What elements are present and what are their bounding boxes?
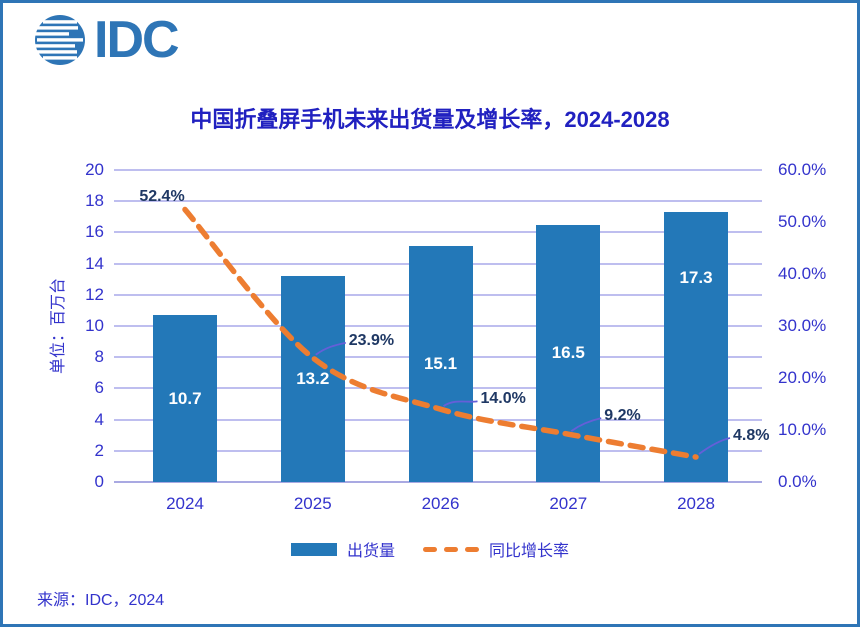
bar-value-label: 17.3	[679, 268, 713, 288]
left-axis-tick: 16	[85, 222, 104, 242]
left-axis-tick: 12	[85, 284, 104, 304]
growth-rate-label: 4.8%	[733, 427, 770, 445]
legend-bar-swatch	[290, 542, 337, 556]
right-axis-tick: 20.0%	[778, 368, 827, 387]
growth-rate-label: 23.9%	[348, 331, 395, 349]
gridline	[114, 169, 762, 171]
x-axis-label-2025: 2025	[293, 494, 332, 513]
legend-dashed-line-swatch	[423, 546, 479, 552]
bar-value-label: 13.2	[296, 369, 330, 389]
idc-logo-text: IDC	[94, 11, 180, 69]
legend-bar-label: 出货量	[346, 543, 395, 560]
bar-2028	[664, 212, 728, 482]
legend: 出货量 同比增长率	[3, 537, 857, 561]
legend-dash-icon	[465, 546, 479, 552]
idc-globe-icon	[35, 15, 85, 65]
x-axis-label-2027: 2027	[549, 494, 588, 513]
growth-rate-label: 52.4%	[139, 187, 185, 205]
legend-dash-icon	[423, 546, 437, 552]
legend-dash-icon	[444, 546, 458, 552]
left-axis-tick: 14	[85, 253, 104, 273]
source-note: 来源：IDC，2024	[37, 592, 165, 609]
left-axis-tick: 10	[85, 316, 104, 335]
growth-rate-label: 14.0%	[480, 390, 526, 408]
x-axis-label-2024: 2024	[166, 494, 204, 513]
bar-value-label: 15.1	[423, 354, 458, 374]
x-axis-label-2026: 2026	[421, 494, 460, 513]
legend-line-label: 同比增长率	[489, 543, 570, 560]
left-axis-tick: 2	[94, 440, 104, 460]
right-axis-tick: 40.0%	[778, 264, 827, 283]
right-axis-tick: 50.0%	[778, 212, 827, 231]
left-axis-tick: 4	[94, 409, 104, 429]
bar-value-label: 10.7	[168, 388, 202, 408]
gridline	[114, 200, 762, 203]
bar-value-label: 16.5	[551, 343, 585, 363]
right-axis-tick: 60.0%	[778, 160, 827, 179]
left-axis-tick: 6	[94, 378, 104, 398]
idc-logo: IDC	[34, 11, 180, 69]
chart-title: 中国折叠屏手机未来出货量及增长率，2024-2028	[190, 107, 670, 132]
left-axis-tick: 0	[94, 472, 104, 491]
right-axis-tick: 10.0%	[778, 420, 827, 439]
right-axis-tick: 30.0%	[778, 316, 827, 335]
left-axis-tick: 8	[94, 347, 104, 367]
x-axis-line	[114, 481, 762, 483]
growth-rate-label: 9.2%	[604, 407, 641, 425]
left-axis-tick: 18	[85, 191, 104, 211]
x-axis-label-2028: 2028	[677, 494, 715, 513]
left-axis-tick: 20	[85, 160, 104, 179]
right-axis-tick: 0.0%	[778, 472, 817, 491]
